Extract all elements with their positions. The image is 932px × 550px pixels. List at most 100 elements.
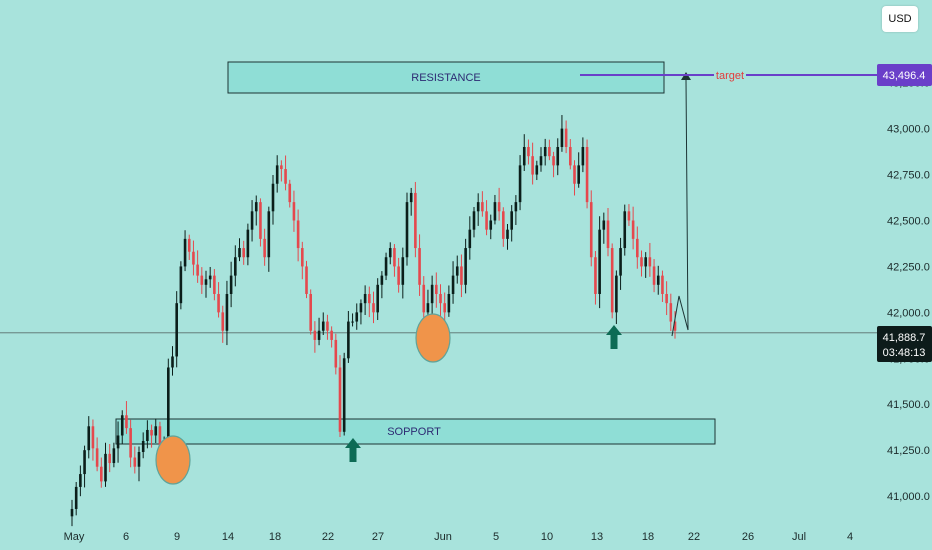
candle-body [652, 266, 656, 285]
candle-body [510, 211, 513, 230]
candle-body [451, 275, 455, 294]
candle-body [585, 146, 589, 203]
candle-body [631, 220, 635, 239]
candle-body [397, 266, 400, 285]
candle-body [267, 211, 271, 258]
candle-body [225, 293, 229, 331]
support-label: SOPPORT [387, 426, 441, 438]
candle-body [171, 356, 174, 368]
candle-body [95, 448, 99, 467]
candle-body [627, 211, 631, 221]
x-tick-label: 5 [493, 531, 499, 543]
candle-body [476, 202, 480, 212]
candle-body [100, 466, 103, 482]
candle-body [254, 202, 258, 212]
candle-body [401, 257, 405, 285]
candle-body [648, 257, 652, 267]
highlight-circle [415, 313, 451, 363]
candle-body [393, 248, 396, 267]
candle-body [355, 312, 359, 322]
candle-body [70, 508, 74, 517]
candle-body [606, 220, 610, 249]
candle-body [493, 202, 497, 221]
candle-body [388, 248, 392, 258]
x-tick-label: 6 [123, 531, 129, 543]
candle-body [321, 321, 325, 331]
candle-body [636, 238, 639, 258]
candle-body [83, 450, 86, 475]
candle-body [531, 156, 534, 175]
x-tick-label: 4 [847, 531, 853, 543]
candle-body [623, 211, 627, 249]
candle-body [238, 248, 241, 258]
candle-body [418, 248, 421, 285]
candle-body [405, 202, 409, 258]
candle-body [455, 266, 459, 276]
candle-body [485, 211, 488, 230]
candle-body [313, 330, 317, 340]
candle-body [150, 429, 153, 436]
candle-body [497, 202, 501, 212]
candle-body [183, 238, 187, 267]
up-arrow-icon [345, 438, 361, 462]
candle-body [665, 293, 668, 304]
candle-body [522, 146, 526, 166]
candle-body [112, 448, 116, 464]
candle-body [468, 229, 472, 249]
candle-body [125, 415, 128, 429]
zones: RESISTANCE SOPPORT [115, 61, 716, 445]
candles [70, 115, 677, 527]
candle-body [472, 211, 476, 230]
y-tick-label: 42,250.0 [887, 261, 930, 273]
target-text: target [716, 70, 744, 82]
candle-body [217, 293, 220, 313]
candle-body [200, 275, 204, 285]
candle-body [351, 321, 354, 323]
candle-body [234, 257, 237, 276]
x-tick-label: May [64, 531, 85, 543]
candle-body [116, 435, 120, 449]
candle-body [108, 453, 111, 464]
resistance-zone [227, 61, 665, 94]
candle-body [464, 248, 467, 285]
x-tick-label: 18 [269, 531, 281, 543]
x-tick-label: Jul [792, 531, 806, 543]
candle-body [506, 229, 509, 239]
candle-body [87, 426, 91, 451]
candle-body [443, 303, 446, 313]
candle-body [330, 330, 333, 340]
candle-body [564, 128, 568, 147]
candle-body [242, 248, 245, 258]
candle-body [221, 312, 225, 331]
candle-body [229, 275, 233, 294]
candle-body [309, 293, 312, 331]
candle-body [167, 367, 170, 443]
candle-body [489, 220, 493, 230]
candle-body [581, 146, 585, 166]
current-price-label: 41,888.7 [883, 332, 926, 344]
candle-body [120, 415, 124, 436]
candle-body [372, 303, 375, 313]
candle-body [288, 183, 292, 203]
candle-body [535, 165, 539, 175]
candle-body [187, 238, 191, 252]
candle-body [280, 165, 283, 170]
candle-body [179, 266, 183, 304]
candle-body [284, 169, 287, 184]
candle-body [196, 264, 199, 276]
y-tick-label: 42,000.0 [887, 307, 930, 319]
x-tick-label: 27 [372, 531, 384, 543]
candle-body [539, 156, 543, 166]
currency-button[interactable]: USD [882, 6, 918, 32]
candle-body [137, 452, 141, 467]
candle-body [656, 275, 660, 285]
up-arrow-icon [606, 325, 622, 349]
candle-body [569, 146, 572, 166]
candle-body [460, 266, 463, 285]
candle-body [250, 211, 254, 230]
y-tick-label: 42,750.0 [887, 170, 930, 182]
candle-body [669, 303, 673, 322]
candle-body [368, 293, 371, 304]
candle-body [141, 440, 145, 453]
